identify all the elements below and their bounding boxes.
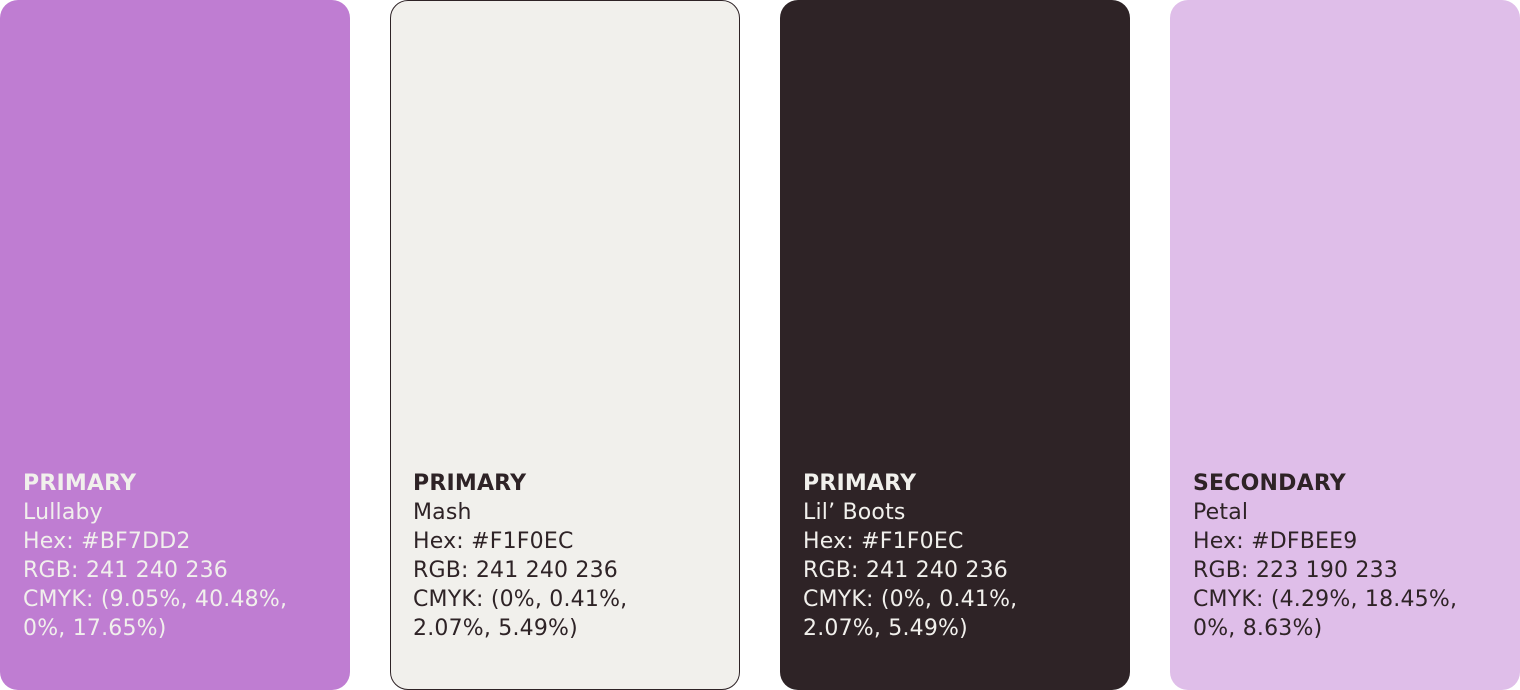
swatch-name: Petal	[1193, 500, 1249, 525]
swatch-role: PRIMARY	[803, 471, 917, 496]
swatch-lullaby: PRIMARY Lullaby Hex: #BF7DD2 RGB: 241 24…	[0, 0, 350, 690]
swatch-cmyk-line2: 2.07%, 5.49%)	[413, 616, 578, 641]
swatch-mash: PRIMARY Mash Hex: #F1F0EC RGB: 241 240 2…	[390, 0, 740, 690]
swatch-rgb: RGB: 223 190 233	[1193, 558, 1398, 583]
swatch-hex: Hex: #BF7DD2	[23, 529, 191, 554]
swatch-rgb: RGB: 241 240 236	[803, 558, 1008, 583]
swatch-lil-boots: PRIMARY Lil’ Boots Hex: #F1F0EC RGB: 241…	[780, 0, 1130, 690]
swatch-hex: Hex: #DFBEE9	[1193, 529, 1358, 554]
swatch-role: PRIMARY	[413, 471, 527, 496]
swatch-rgb: RGB: 241 240 236	[23, 558, 228, 583]
swatch-petal: SECONDARY Petal Hex: #DFBEE9 RGB: 223 19…	[1170, 0, 1520, 690]
swatch-role: SECONDARY	[1193, 471, 1346, 496]
swatch-name: Lil’ Boots	[803, 500, 906, 525]
swatch-cmyk-line1: CMYK: (0%, 0.41%,	[803, 587, 1018, 612]
swatch-info: PRIMARY Lullaby Hex: #BF7DD2 RGB: 241 24…	[23, 469, 333, 643]
swatch-hex: Hex: #F1F0EC	[413, 529, 574, 554]
swatch-hex: Hex: #F1F0EC	[803, 529, 964, 554]
swatch-name: Mash	[413, 500, 472, 525]
swatch-rgb: RGB: 241 240 236	[413, 558, 618, 583]
swatch-cmyk-line1: CMYK: (0%, 0.41%,	[413, 587, 628, 612]
swatch-info: PRIMARY Mash Hex: #F1F0EC RGB: 241 240 2…	[413, 469, 723, 643]
swatch-info: SECONDARY Petal Hex: #DFBEE9 RGB: 223 19…	[1193, 469, 1503, 643]
swatch-name: Lullaby	[23, 500, 103, 525]
swatch-cmyk-line1: CMYK: (9.05%, 40.48%,	[23, 587, 288, 612]
swatch-role: PRIMARY	[23, 471, 137, 496]
swatch-cmyk-line2: 2.07%, 5.49%)	[803, 616, 968, 641]
swatch-cmyk-line2: 0%, 17.65%)	[23, 616, 167, 641]
swatch-cmyk-line1: CMYK: (4.29%, 18.45%,	[1193, 587, 1458, 612]
swatch-cmyk-line2: 0%, 8.63%)	[1193, 616, 1323, 641]
swatch-info: PRIMARY Lil’ Boots Hex: #F1F0EC RGB: 241…	[803, 469, 1113, 643]
